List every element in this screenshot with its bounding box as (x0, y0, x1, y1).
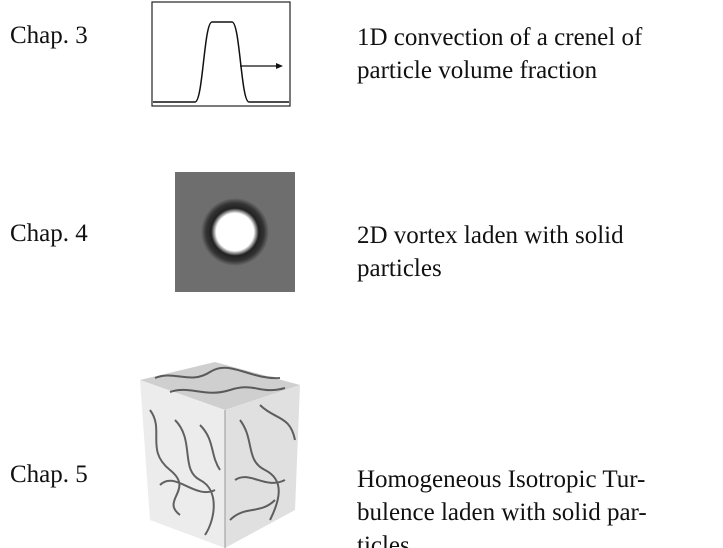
crenel-plot (152, 2, 290, 106)
description: 1D convection of a crenel of particle vo… (357, 21, 642, 87)
description-line: Homogeneous Isotropic Tur- (357, 463, 647, 496)
description: 2D vortex laden with solid particles (357, 219, 624, 285)
description-line: particles (357, 252, 624, 285)
description: Homogeneous Isotropic Tur- bulence laden… (357, 463, 647, 548)
description-line: 2D vortex laden with solid (357, 219, 624, 252)
chapter-label: Chap. 5 (10, 461, 88, 489)
description-line: ticles (357, 529, 647, 548)
chapter-label: Chap. 3 (10, 22, 88, 50)
description-line: particle volume fraction (357, 54, 642, 87)
turbulence-cube (140, 362, 300, 548)
description-line: bulence laden with solid par- (357, 496, 647, 529)
chapter-label: Chap. 4 (10, 220, 88, 248)
description-line: 1D convection of a crenel of (357, 21, 642, 54)
page: Chap. 3 1D convection of a crenel of par… (0, 0, 723, 548)
vortex-image (175, 172, 295, 292)
